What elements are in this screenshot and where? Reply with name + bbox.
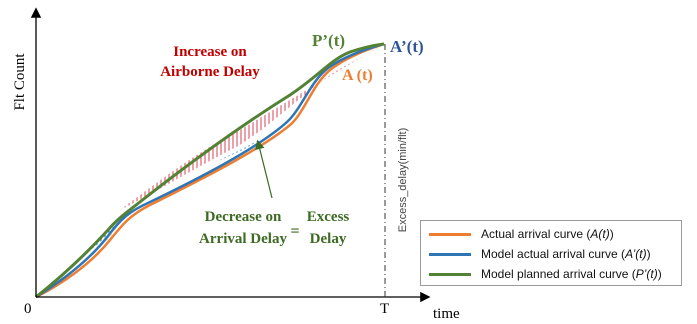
model-planned-arrival-curve bbox=[35, 42, 385, 299]
legend-suffix-planned: ) bbox=[657, 267, 662, 281]
legend-suffix-actual: ) bbox=[609, 227, 614, 241]
legend-swatch-planned bbox=[429, 272, 471, 276]
x-axis-label: time bbox=[433, 306, 460, 322]
legend: Actual arrival curve (A(t)) Model actual… bbox=[420, 220, 682, 286]
model-actual-curve-label: A’(t) bbox=[390, 37, 424, 56]
excess-label-line2: Delay bbox=[310, 231, 347, 247]
planned-curve-label: P’(t) bbox=[312, 31, 345, 50]
excess-delay-vertical-label: Excess_delay(min/flt) bbox=[397, 128, 409, 233]
legend-item-model-actual: Model actual arrival curve (A’(t)) bbox=[421, 245, 651, 263]
legend-var-actual: A(t) bbox=[590, 227, 610, 241]
legend-suffix-model-actual: ) bbox=[646, 247, 651, 261]
time-end-label: T bbox=[380, 301, 389, 317]
legend-text-actual: Actual arrival curve ( bbox=[481, 227, 591, 241]
decrease-label-line1: Decrease on bbox=[205, 209, 282, 225]
excess-label-line1: Excess bbox=[307, 209, 350, 225]
decrease-label-line2: Arrival Delay bbox=[199, 231, 287, 247]
origin-label: 0 bbox=[24, 301, 32, 317]
legend-swatch-actual bbox=[429, 232, 471, 236]
actual-curve-label: A (t) bbox=[342, 67, 373, 84]
increase-label-line1: Increase on bbox=[173, 44, 247, 60]
decrease-pointer-arrow bbox=[255, 139, 273, 199]
legend-text-planned: Model planned arrival curve ( bbox=[481, 267, 636, 281]
y-axis-label: Flt Count bbox=[12, 53, 28, 111]
increase-label-line2: Airborne Delay bbox=[160, 64, 260, 80]
legend-text-model-actual: Model actual arrival curve ( bbox=[481, 247, 626, 261]
equals-sign: = bbox=[290, 223, 299, 240]
legend-item-planned: Model planned arrival curve (P’(t)) bbox=[421, 265, 662, 283]
legend-item-actual: Actual arrival curve (A(t)) bbox=[421, 225, 614, 243]
legend-swatch-model-actual bbox=[429, 252, 471, 256]
actual-arrival-curve bbox=[35, 42, 385, 299]
legend-var-planned: P’(t) bbox=[635, 267, 658, 281]
legend-var-model-actual: A’(t) bbox=[625, 247, 647, 261]
model-actual-arrival-curve bbox=[35, 42, 385, 299]
